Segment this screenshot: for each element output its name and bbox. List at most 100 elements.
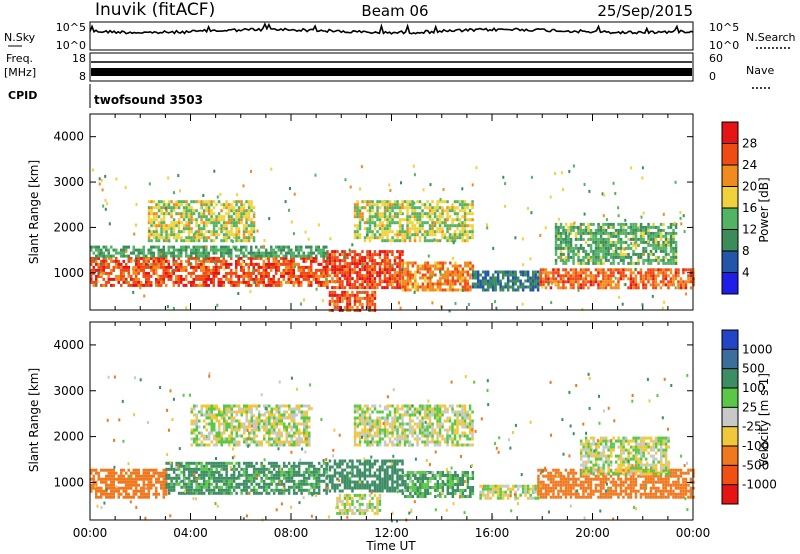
- heatmap-cell: [607, 225, 610, 229]
- heatmap-cell: [197, 200, 201, 204]
- heatmap-cell: [222, 479, 226, 483]
- heatmap-cell: [92, 268, 95, 272]
- heatmap-cell: [160, 206, 163, 210]
- heatmap-cell: [494, 288, 497, 292]
- heatmap-cell: [220, 224, 223, 228]
- heatmap-cell: [674, 271, 678, 275]
- heatmap-cell: [614, 252, 618, 256]
- heatmap-cell: [344, 178, 347, 182]
- heatmap-cell: [456, 276, 460, 280]
- heatmap-cell: [642, 261, 645, 265]
- heatmap-cell: [202, 233, 206, 237]
- heatmap-cell: [594, 255, 598, 259]
- heatmap-cell: [414, 489, 417, 492]
- heatmap-cell: [110, 480, 113, 484]
- heatmap-cell: [95, 480, 98, 484]
- heatmap-cell: [346, 280, 349, 284]
- heatmap-cell: [187, 467, 191, 471]
- heatmap-cell: [474, 282, 477, 286]
- heatmap-cell: [629, 228, 633, 232]
- heatmap-cell: [463, 212, 467, 216]
- heatmap-cell: [401, 462, 404, 466]
- heatmap-cell: [582, 268, 585, 272]
- heatmap-cell: [406, 224, 409, 228]
- heatmap-cell: [428, 212, 432, 216]
- heatmap-cell: [112, 495, 115, 499]
- heatmap-cell: [265, 283, 268, 287]
- heatmap-cell: [152, 271, 155, 275]
- heatmap-cell: [371, 233, 374, 237]
- heatmap-cell: [413, 201, 416, 205]
- heatmap-cell: [456, 264, 460, 268]
- heatmap-cell: [268, 217, 271, 221]
- heatmap-cell: [292, 251, 295, 255]
- heatmap-cell: [292, 491, 296, 495]
- heatmap-cell: [333, 262, 337, 266]
- heatmap-cell: [674, 258, 678, 262]
- heatmap-cell: [526, 270, 530, 274]
- heatmap-cell: [242, 206, 246, 210]
- heatmap-cell: [597, 225, 600, 229]
- heatmap-cell: [604, 252, 608, 256]
- heatmap-cell: [426, 215, 429, 219]
- heatmap-cell: [317, 277, 320, 281]
- heatmap-cell: [180, 485, 183, 489]
- heatmap-cell: [185, 476, 188, 480]
- heatmap-cell: [559, 252, 563, 256]
- heatmap-cell: [607, 246, 610, 250]
- heatmap-cell: [468, 224, 472, 228]
- heatmap-cell: [577, 274, 580, 278]
- heatmap-cell: [277, 479, 281, 483]
- heatmap-cell: [202, 265, 205, 269]
- heatmap-cell: [215, 245, 218, 249]
- heatmap-cell: [366, 230, 369, 234]
- heatmap-cell: [210, 470, 213, 474]
- heatmap-cell: [664, 274, 668, 278]
- heatmap-cell: [237, 262, 240, 266]
- heatmap-cell: [322, 467, 326, 471]
- heatmap-cell: [393, 262, 397, 266]
- heatmap-cell: [160, 230, 163, 234]
- heatmap-cell: [451, 489, 455, 492]
- heatmap-cell: [155, 206, 158, 210]
- heatmap-cell: [185, 200, 188, 204]
- heatmap-cell: [441, 471, 445, 474]
- heatmap-cell: [255, 467, 258, 471]
- heatmap-cell: [559, 231, 563, 235]
- heatmap-cell: [398, 280, 402, 284]
- heatmap-cell: [689, 268, 693, 272]
- heatmap-cell: [411, 486, 415, 489]
- heatmap-cell: [504, 285, 507, 289]
- heatmap-cell: [322, 271, 325, 275]
- heatmap-cell: [117, 277, 120, 281]
- heatmap-cell: [554, 249, 558, 253]
- heatmap-cell: [137, 251, 140, 255]
- heatmap-cell: [172, 209, 176, 213]
- heatmap-cell: [205, 259, 208, 263]
- heatmap-cell: [461, 187, 464, 191]
- heatmap-cell: [192, 239, 196, 243]
- heatmap-cell: [92, 283, 95, 287]
- heatmap-cell: [107, 274, 110, 278]
- heatmap-cell: [307, 488, 311, 492]
- heatmap-cell: [338, 293, 342, 297]
- heatmap-cell: [531, 279, 535, 283]
- colorbar-swatch: [722, 186, 738, 209]
- heatmap-cell: [237, 206, 241, 210]
- heatmap-cell: [328, 259, 332, 263]
- heatmap-cell: [391, 218, 394, 222]
- heatmap-cell: [100, 178, 103, 182]
- heatmap-cell: [439, 495, 442, 498]
- heatmap-cell: [436, 227, 439, 231]
- heatmap-cell: [167, 248, 170, 252]
- heatmap-cell: [376, 459, 379, 463]
- heatmap-cell: [624, 252, 628, 256]
- heatmap-cell: [331, 477, 334, 481]
- heatmap-cell: [250, 203, 253, 207]
- heatmap-cell: [363, 296, 367, 300]
- heatmap-cell: [97, 495, 100, 499]
- heatmap-cell: [351, 305, 354, 309]
- heatmap-cell: [346, 277, 349, 281]
- heatmap-cell: [235, 224, 238, 228]
- heatmap-cell: [190, 200, 193, 204]
